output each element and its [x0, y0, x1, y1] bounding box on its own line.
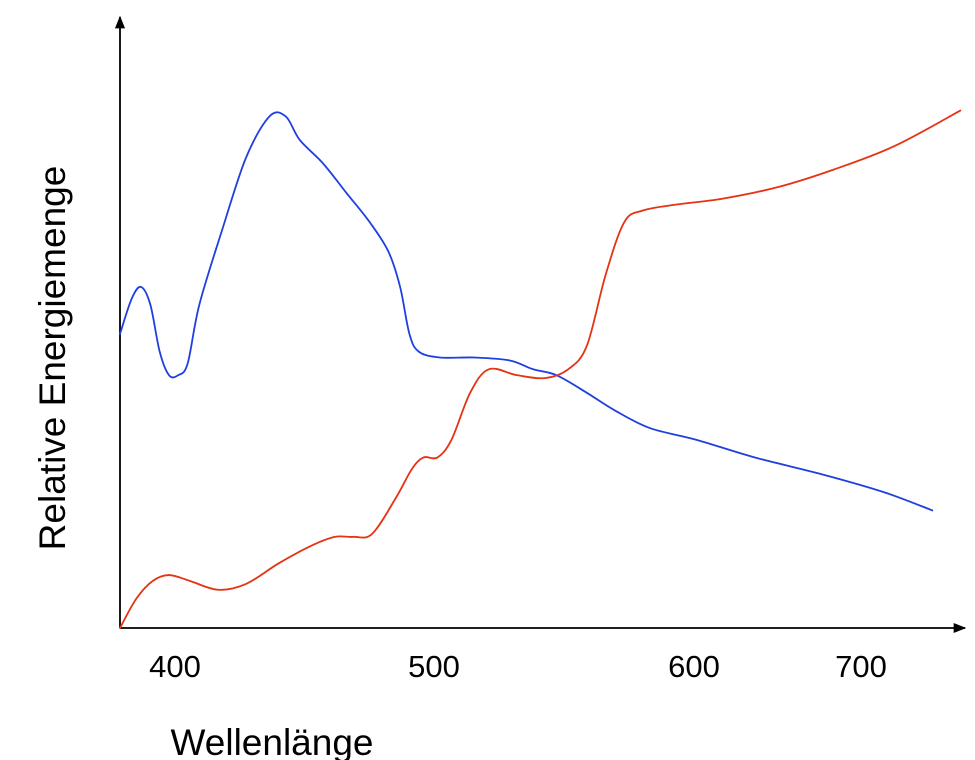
series-layer — [119, 109, 962, 629]
x-tick-label-600: 600 — [668, 649, 720, 684]
plot-area — [114, 15, 967, 634]
x-tick-labels: 400 500 600 700 — [149, 649, 887, 684]
x-tick-label-700: 700 — [835, 649, 887, 684]
x-axis-label: Wellenlänge — [171, 722, 374, 760]
y-axis-label: Relative Energiemenge — [32, 166, 73, 551]
series-line-2 — [119, 109, 962, 629]
x-tick-label-400: 400 — [149, 649, 201, 684]
x-tick-label-500: 500 — [408, 649, 460, 684]
series-line-1 — [119, 111, 934, 512]
